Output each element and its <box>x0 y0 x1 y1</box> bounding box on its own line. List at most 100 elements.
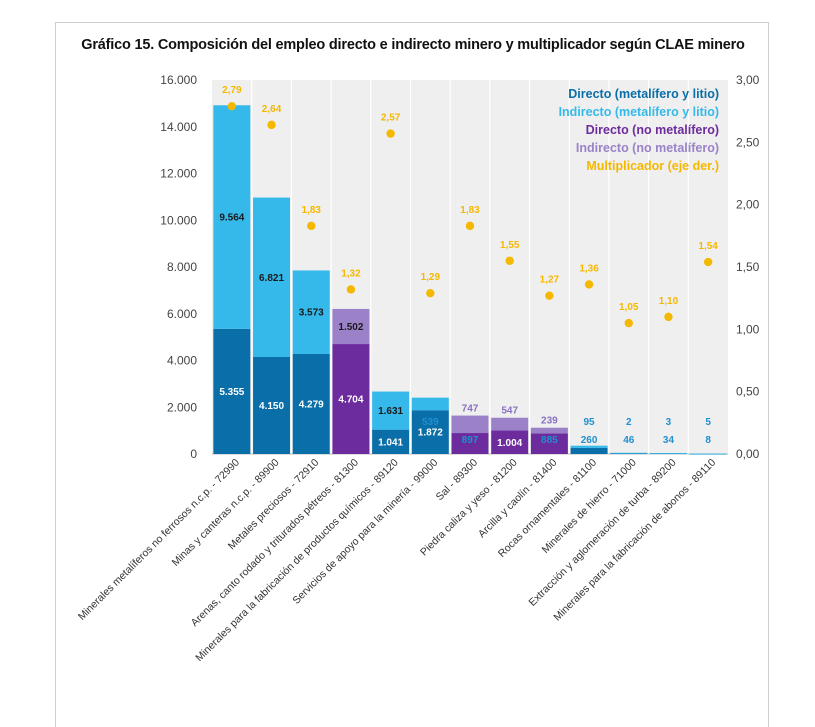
multiplier-point <box>227 101 237 111</box>
multiplier-label: 1,83 <box>301 205 321 216</box>
data-label: 34 <box>663 435 675 446</box>
y-tick-label: 16.000 <box>160 73 197 87</box>
bar-segment <box>451 415 489 434</box>
bar-segment <box>610 452 648 454</box>
data-label: 9.564 <box>219 213 244 224</box>
chart-title: Gráfico 15. Composición del empleo direc… <box>81 37 745 53</box>
bar-segment <box>530 427 568 434</box>
bar-segment <box>491 417 529 431</box>
data-label: 547 <box>501 406 518 417</box>
data-label: 1.872 <box>418 428 443 439</box>
y-tick-label: 8.000 <box>167 260 197 274</box>
bar-segment <box>253 356 291 454</box>
multiplier-point <box>465 221 475 231</box>
multiplier-point <box>307 221 316 231</box>
bar-segment <box>411 397 449 411</box>
y2-tick-label: 1,00 <box>736 322 760 336</box>
multiplier-point <box>584 280 594 289</box>
legend-entry: Directo (metalífero y litio) <box>568 87 719 101</box>
data-label: 3.573 <box>299 308 324 319</box>
multiplier-label: 2,64 <box>262 104 282 115</box>
data-label: 4.704 <box>338 395 363 406</box>
multiplier-point <box>426 288 435 298</box>
y-tick-label: 14.000 <box>160 120 197 134</box>
bar-segment <box>649 453 687 454</box>
bar-segment <box>411 410 449 454</box>
y-tick-label: 6.000 <box>167 307 197 321</box>
data-label: 4.279 <box>299 399 324 410</box>
y-tick-label: 0 <box>190 447 197 461</box>
multiplier-label: 2,79 <box>222 85 242 96</box>
y2-tick-label: 1,50 <box>736 260 760 274</box>
bar-segment <box>372 429 410 454</box>
multiplier-label: 2,57 <box>381 113 401 124</box>
y2-tick-label: 0,00 <box>736 447 760 461</box>
bar-segment <box>451 433 489 454</box>
multiplier-point <box>386 129 395 138</box>
bar-segment <box>253 197 291 357</box>
bar-segment <box>570 445 608 448</box>
data-label: 897 <box>462 435 479 446</box>
legend-entry: Directo (no metalífero) <box>586 123 719 137</box>
data-label: 1.041 <box>378 437 403 448</box>
data-label: 6.821 <box>259 273 284 284</box>
bar-segment <box>332 308 370 345</box>
multiplier-label: 1,27 <box>540 275 560 286</box>
data-label: 5 <box>705 417 711 428</box>
y-tick-label: 2.000 <box>167 400 197 414</box>
x-tick-label: Servicios de apoyo para la minería - 990… <box>290 457 440 607</box>
multiplier-label: 1,10 <box>659 296 679 307</box>
data-label: 1.631 <box>378 406 403 417</box>
y-tick-label: 4.000 <box>167 354 197 368</box>
multiplier-label: 1,54 <box>698 241 718 252</box>
data-label: 46 <box>623 435 635 446</box>
multiplier-label: 1,83 <box>460 205 480 216</box>
multiplier-label: 1,55 <box>500 240 520 251</box>
data-label: 1.502 <box>338 322 363 333</box>
multiplier-point <box>505 256 514 265</box>
data-label: 885 <box>541 435 558 446</box>
data-label: 239 <box>541 416 558 427</box>
bar-segment <box>332 344 370 454</box>
y-tick-label: 10.000 <box>160 213 197 227</box>
data-label: 2 <box>626 417 632 428</box>
data-label: 1.004 <box>497 438 522 449</box>
y2-tick-label: 2,00 <box>736 198 760 212</box>
x-tick-label: Arcilla y caolín - 81400 <box>476 457 560 541</box>
y-tick-label: 12.000 <box>160 167 197 181</box>
x-tick-label: Extracción y aglomeración de turba - 892… <box>526 457 678 609</box>
multiplier-point <box>664 312 673 322</box>
legend-entry: Multiplicador (eje der.) <box>586 159 719 173</box>
multiplier-label: 1,05 <box>619 302 639 313</box>
multiplier-point <box>624 318 633 328</box>
data-label: 260 <box>581 435 598 446</box>
bar-segment <box>491 430 529 454</box>
data-label: 5.355 <box>219 387 244 398</box>
multiplier-label: 1,32 <box>341 268 361 279</box>
bar-segment <box>689 453 727 455</box>
multiplier-label: 1,29 <box>421 272 441 283</box>
bar-segment <box>372 391 410 430</box>
data-label: 8 <box>705 435 711 446</box>
bar-segment <box>213 105 251 329</box>
y2-tick-label: 2,50 <box>736 135 760 149</box>
data-label: 539 <box>422 417 439 428</box>
y2-tick-label: 3,00 <box>736 73 760 87</box>
y2-tick-label: 0,50 <box>736 385 760 399</box>
bar-segment <box>292 353 330 454</box>
data-label: 747 <box>462 404 479 415</box>
legend-entry: Indirecto (metalífero y litio) <box>559 105 719 119</box>
multiplier-label: 1,36 <box>579 263 599 274</box>
bar-segment <box>570 447 608 454</box>
bar-segment <box>530 433 568 454</box>
data-label: 95 <box>584 417 596 428</box>
bar-segment <box>292 270 330 354</box>
data-label: 3 <box>666 417 672 428</box>
data-label: 4.150 <box>259 401 284 412</box>
multiplier-point <box>267 120 276 130</box>
multiplier-point <box>703 257 713 267</box>
bar-segment <box>213 328 251 454</box>
legend-entry: Indirecto (no metalífero) <box>576 141 719 155</box>
multiplier-point <box>346 285 356 294</box>
